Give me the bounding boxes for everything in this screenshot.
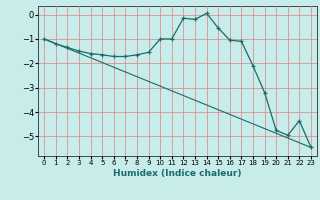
X-axis label: Humidex (Indice chaleur): Humidex (Indice chaleur) xyxy=(113,169,242,178)
